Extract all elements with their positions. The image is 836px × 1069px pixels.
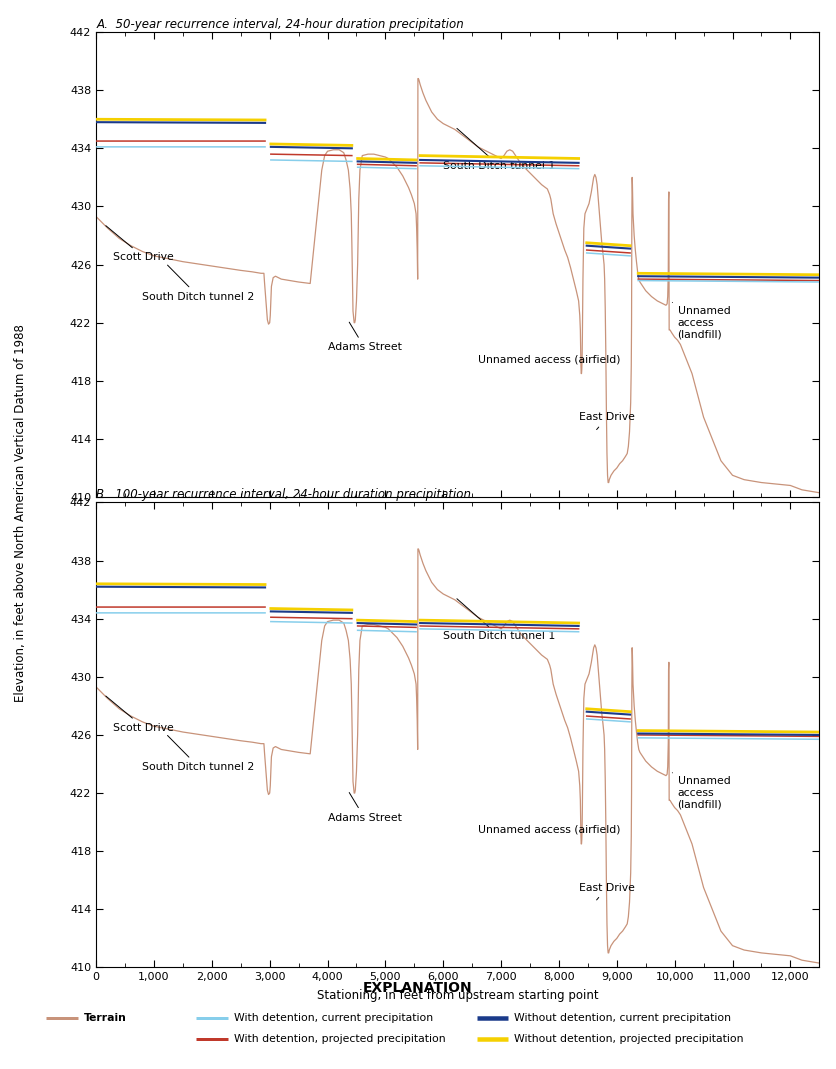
Text: South Ditch tunnel 2: South Ditch tunnel 2: [142, 265, 255, 301]
Text: Terrain: Terrain: [84, 1012, 126, 1023]
Text: East Drive: East Drive: [579, 413, 635, 430]
Text: Adams Street: Adams Street: [328, 322, 401, 353]
Text: Scott Drive: Scott Drive: [106, 226, 174, 262]
Text: EXPLANATION: EXPLANATION: [363, 981, 473, 995]
Text: Unnamed access (airfield): Unnamed access (airfield): [478, 824, 620, 835]
Text: South Ditch tunnel 2: South Ditch tunnel 2: [142, 735, 255, 772]
Text: Without detention, projected precipitation: Without detention, projected precipitati…: [514, 1034, 744, 1044]
Text: East Drive: East Drive: [579, 883, 635, 900]
Text: South Ditch tunnel 1: South Ditch tunnel 1: [443, 128, 555, 171]
Text: B.  100-year recurrence interval, 24-hour duration precipitation: B. 100-year recurrence interval, 24-hour…: [96, 489, 472, 501]
Text: With detention, projected precipitation: With detention, projected precipitation: [234, 1034, 446, 1044]
X-axis label: Stationing, in feet from upstream starting point: Stationing, in feet from upstream starti…: [317, 989, 599, 1003]
Text: Unnamed
access
(landfill): Unnamed access (landfill): [672, 303, 731, 339]
Text: Adams Street: Adams Street: [328, 792, 401, 823]
Text: Without detention, current precipitation: Without detention, current precipitation: [514, 1012, 732, 1023]
Text: South Ditch tunnel 1: South Ditch tunnel 1: [443, 599, 555, 641]
Text: Elevation, in feet above North American Vertical Datum of 1988: Elevation, in feet above North American …: [14, 324, 28, 702]
Text: Scott Drive: Scott Drive: [106, 696, 174, 732]
Text: Unnamed
access
(landfill): Unnamed access (landfill): [672, 773, 731, 809]
Text: With detention, current precipitation: With detention, current precipitation: [234, 1012, 433, 1023]
Text: Unnamed access (airfield): Unnamed access (airfield): [478, 354, 620, 365]
Text: A.  50-year recurrence interval, 24-hour duration precipitation: A. 50-year recurrence interval, 24-hour …: [96, 18, 464, 31]
